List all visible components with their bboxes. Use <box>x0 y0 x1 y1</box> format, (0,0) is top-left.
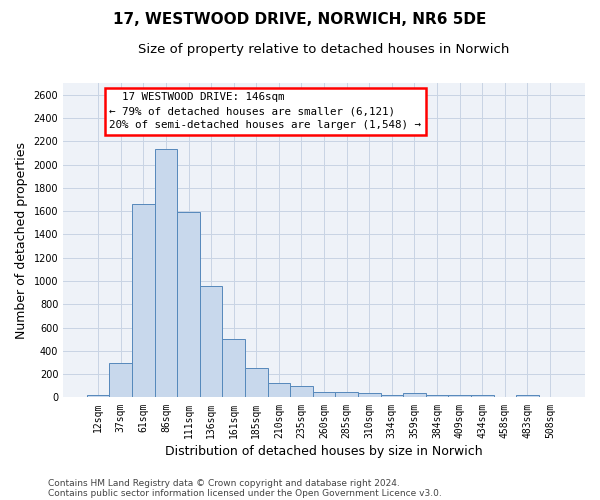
Bar <box>335 392 358 398</box>
Bar <box>177 212 200 398</box>
Bar <box>132 204 155 398</box>
Text: 17 WESTWOOD DRIVE: 146sqm
← 79% of detached houses are smaller (6,121)
20% of se: 17 WESTWOOD DRIVE: 146sqm ← 79% of detac… <box>109 92 421 130</box>
Bar <box>313 392 335 398</box>
Text: Contains HM Land Registry data © Crown copyright and database right 2024.: Contains HM Land Registry data © Crown c… <box>48 478 400 488</box>
Y-axis label: Number of detached properties: Number of detached properties <box>15 142 28 339</box>
Bar <box>109 362 132 398</box>
Bar <box>358 394 380 398</box>
Bar <box>245 368 268 398</box>
Bar <box>516 394 539 398</box>
Bar <box>448 395 471 398</box>
Bar <box>290 386 313 398</box>
Bar <box>87 394 109 398</box>
Bar <box>223 339 245 398</box>
Text: Contains public sector information licensed under the Open Government Licence v3: Contains public sector information licen… <box>48 488 442 498</box>
Bar <box>471 395 494 398</box>
Bar <box>494 397 516 398</box>
Bar <box>268 384 290 398</box>
X-axis label: Distribution of detached houses by size in Norwich: Distribution of detached houses by size … <box>165 444 483 458</box>
Bar <box>403 394 426 398</box>
Bar <box>155 150 177 398</box>
Bar <box>380 394 403 398</box>
Text: 17, WESTWOOD DRIVE, NORWICH, NR6 5DE: 17, WESTWOOD DRIVE, NORWICH, NR6 5DE <box>113 12 487 28</box>
Title: Size of property relative to detached houses in Norwich: Size of property relative to detached ho… <box>139 42 510 56</box>
Bar <box>426 395 448 398</box>
Bar <box>200 286 223 398</box>
